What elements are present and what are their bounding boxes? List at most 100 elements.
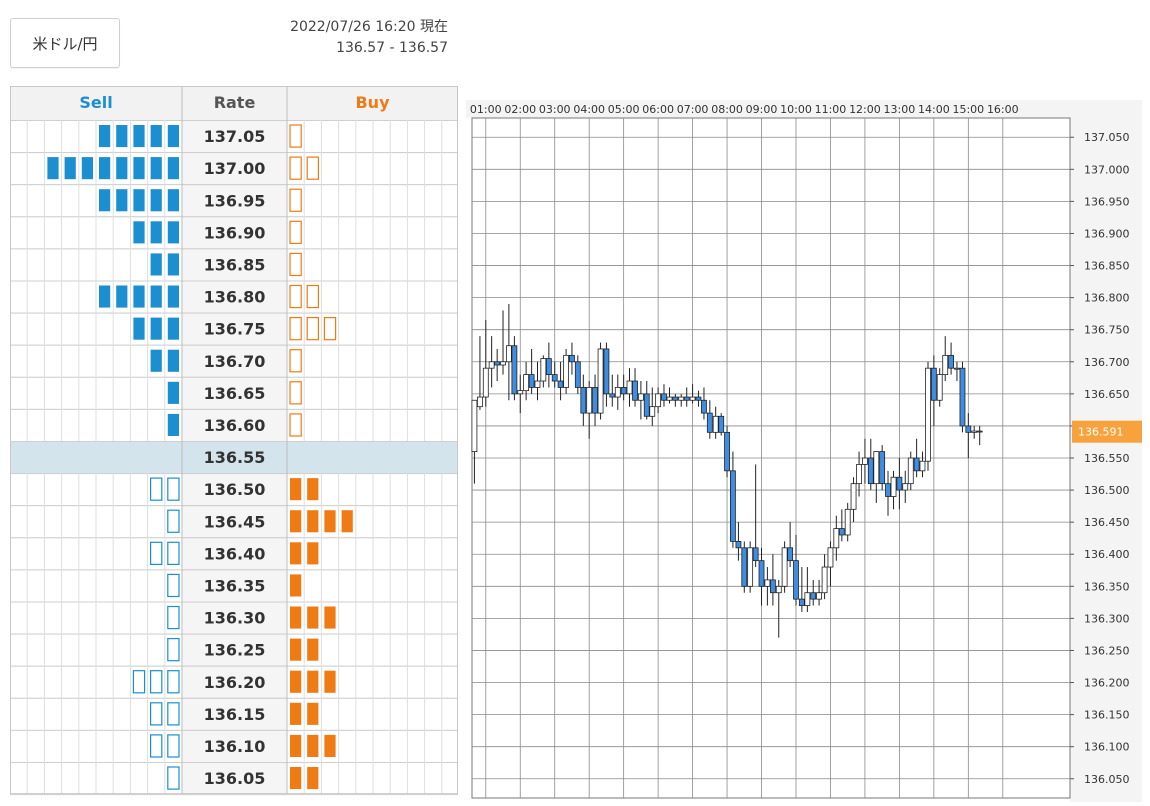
x-tick-label: 06:00	[642, 103, 674, 116]
rate-label: 136.80	[204, 288, 266, 307]
y-tick-label: 137.000	[1084, 163, 1130, 176]
candle-up	[477, 396, 483, 408]
sell-order-block	[99, 157, 111, 180]
candle-down	[838, 528, 845, 536]
candle-down	[965, 425, 972, 433]
x-tick-label: 02:00	[504, 103, 536, 116]
y-tick-label: 136.550	[1084, 452, 1130, 465]
buy-order-block	[307, 606, 319, 629]
candle-down	[706, 412, 713, 433]
candle-down	[574, 361, 581, 388]
rate-label: 136.40	[204, 544, 266, 563]
candle-down	[948, 354, 954, 369]
currency-pair-button[interactable]: 米ドル/円	[10, 18, 120, 68]
candle-down	[672, 396, 679, 401]
buy-order-block	[307, 702, 319, 725]
sell-order-block	[167, 189, 179, 212]
buy-order-block	[290, 702, 302, 725]
candlestick-chart: 137.050 137.000 136.950 136.900 136.850 136.8…	[466, 100, 1142, 806]
candle-down	[769, 579, 776, 594]
sell-order-block	[150, 253, 162, 276]
sell-order-block	[167, 541, 180, 565]
sell-order-block	[150, 670, 163, 694]
x-tick-label: 10:00	[780, 103, 812, 116]
x-tick-label: 08:00	[711, 103, 743, 116]
buy-order-block	[289, 413, 302, 437]
candle-up	[919, 460, 926, 472]
rate-label: 136.90	[204, 223, 266, 242]
rate-label: 136.30	[204, 609, 266, 628]
buy-order-block	[307, 734, 319, 757]
candle-down	[695, 396, 702, 401]
sell-order-block	[116, 189, 128, 212]
candle-up	[666, 396, 673, 401]
buy-order-block	[290, 670, 302, 693]
rate-label: 136.35	[204, 576, 266, 595]
y-tick-label: 136.050	[1084, 773, 1130, 786]
sell-order-block	[167, 573, 180, 598]
y-tick-label: 136.900	[1084, 227, 1130, 240]
rate-label: 136.15	[204, 705, 266, 724]
candle-up	[942, 354, 949, 376]
buy-order-block	[290, 734, 302, 757]
candle-up	[586, 387, 593, 414]
buy-order-block	[289, 349, 302, 373]
sell-order-block	[167, 605, 180, 630]
sell-order-block	[99, 125, 111, 148]
rate-cell	[181, 569, 288, 603]
candle-down	[735, 540, 742, 549]
candle-up	[747, 547, 754, 587]
candle-down	[913, 457, 920, 472]
sell-order-block	[150, 541, 163, 565]
x-tick-label: 01:00	[470, 103, 502, 116]
candle-down	[976, 430, 983, 433]
x-tick-label: 11:00	[815, 103, 847, 116]
timestamp: 2022/07/26 16:20 現在	[290, 19, 448, 35]
sell-order-block	[167, 509, 180, 533]
order-book-table: Sell Rate Buy 137.05 137.00 136.95 136.90 136.8…	[10, 86, 458, 796]
sell-order-block	[133, 285, 145, 308]
candle-down	[511, 345, 518, 395]
candle-up	[850, 483, 857, 510]
y-tick-label: 136.400	[1084, 548, 1130, 561]
buy-order-block	[289, 220, 302, 245]
candle-up	[534, 380, 541, 388]
candle-down	[718, 415, 725, 433]
rate-label: 136.60	[204, 416, 266, 435]
rate-cell	[181, 762, 288, 796]
y-tick-label: 136.700	[1084, 356, 1130, 369]
rate-label: 137.05	[204, 127, 266, 146]
sell-order-block	[150, 702, 163, 726]
sell-order-block	[167, 477, 180, 501]
candle-up	[781, 547, 788, 587]
candle-down	[661, 393, 667, 401]
header-row	[10, 86, 458, 121]
timestamp-block: 2022/07/26 16:20 現在 136.57 - 136.57	[290, 17, 448, 59]
sell-order-block	[116, 285, 128, 308]
candle-up	[804, 592, 811, 606]
candle-up	[954, 367, 960, 370]
candle-down	[580, 387, 587, 414]
candlestick-chart-svg: 137.050 137.000 136.950 136.900 136.850 136.8…	[466, 100, 1142, 802]
sell-order-block	[116, 125, 128, 148]
y-tick-label: 137.050	[1084, 131, 1130, 144]
sell-order-block	[167, 285, 179, 308]
rate-label: 136.55	[204, 448, 266, 467]
candle-down	[592, 387, 598, 414]
y-tick-label: 136.850	[1084, 260, 1130, 273]
price-axis-band	[1070, 100, 1142, 802]
buy-order-block	[306, 284, 320, 309]
y-tick-label: 136.800	[1084, 292, 1130, 305]
current-price-tag	[1072, 420, 1142, 443]
candle-up	[873, 451, 880, 485]
candle-up	[505, 345, 512, 363]
candle-up	[936, 374, 943, 401]
y-tick-label: 136.150	[1084, 709, 1130, 722]
candle-up	[712, 415, 719, 433]
buy-order-block	[307, 670, 319, 693]
sell-order-block	[64, 157, 76, 180]
y-tick-label: 136.250	[1084, 644, 1130, 657]
buy-order-block	[323, 317, 337, 341]
rate-label: 136.25	[204, 641, 266, 660]
rate-label: 136.95	[204, 191, 266, 210]
